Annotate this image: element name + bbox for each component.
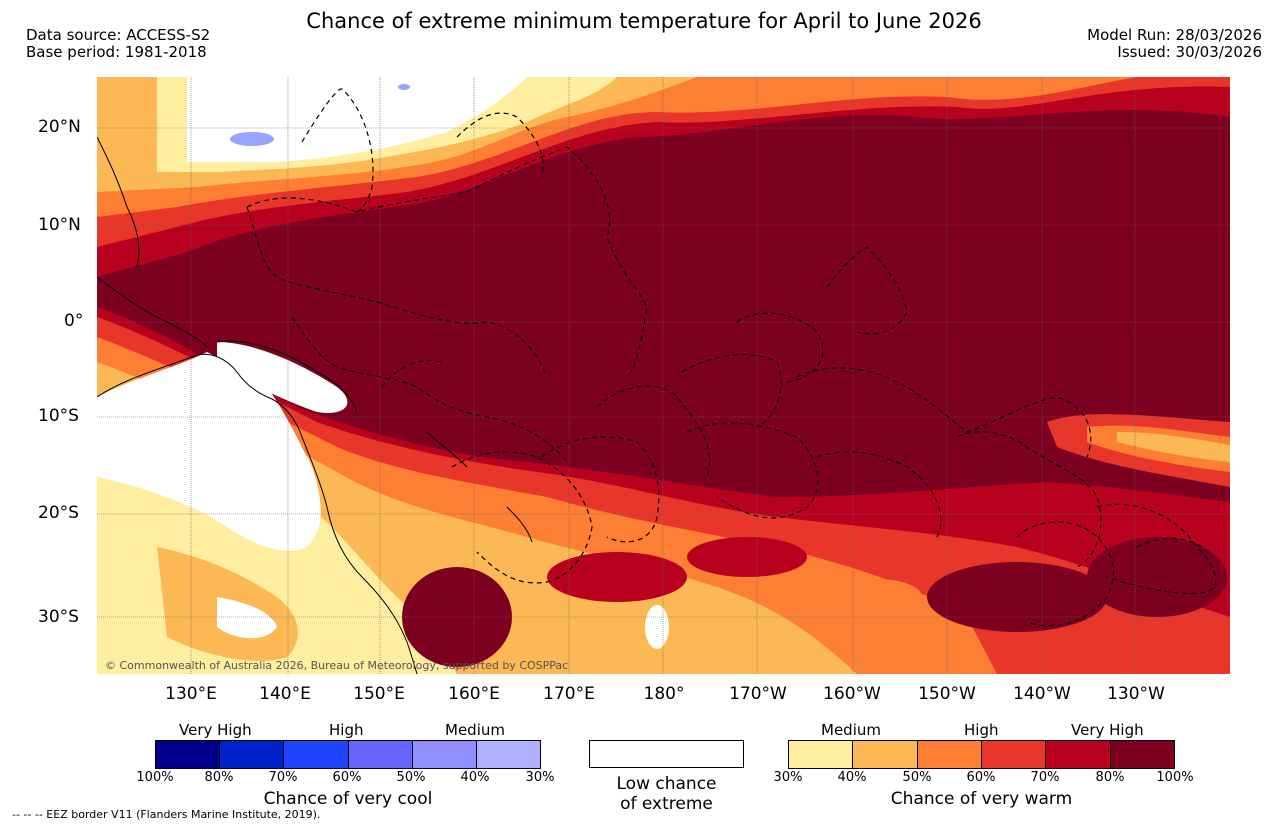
cool-swatch-4: [348, 741, 413, 768]
lat-label-20s: 20°S: [38, 503, 79, 523]
warm-cat-high: High: [964, 721, 999, 739]
issued-date: Issued: 30/03/2026: [1117, 43, 1262, 61]
low-chance-label-line2: of extreme: [620, 794, 713, 814]
cool-tick: 70%: [268, 770, 298, 785]
cool-colorbar: [155, 740, 542, 769]
lon-label-130w: 130°W: [1107, 684, 1165, 704]
lon-label-140e: 140°E: [259, 684, 311, 704]
warm-swatch-1: [788, 741, 854, 768]
lon-label-160w: 160°W: [823, 684, 881, 704]
lon-label-170w: 170°W: [729, 684, 787, 704]
cool-cat-medium: Medium: [445, 721, 505, 739]
lon-label-170e: 170°E: [543, 684, 595, 704]
lat-label-0: 0°: [64, 311, 84, 331]
cool-swatch-1: [155, 741, 221, 768]
lon-label-150w: 150°W: [918, 684, 976, 704]
eez-note: -- -- -- EEZ border V11 (Flanders Marine…: [12, 808, 321, 821]
low-chance-label-line1: Low chance: [616, 774, 717, 794]
warm-tick: 80%: [1095, 770, 1125, 785]
south-dark-patch-3: [687, 537, 807, 577]
new-guinea-white: [217, 342, 348, 413]
cool-swatch-3: [284, 741, 349, 768]
lon-label-150e: 150°E: [353, 684, 405, 704]
cool-tick: 80%: [204, 770, 234, 785]
cool-swatch-5: [412, 741, 477, 768]
warm-swatch-3: [917, 741, 982, 768]
warm-tick: 100%: [1156, 770, 1194, 785]
lat-label-10s: 10°S: [38, 406, 79, 426]
model-run: Model Run: 28/03/2026: [1087, 26, 1262, 44]
cool-patch-small: [398, 84, 410, 90]
copyright-notice: © Commonwealth of Australia 2026, Bureau…: [105, 659, 569, 672]
australia-white-south: [217, 597, 277, 639]
warm-tick: 60%: [966, 770, 996, 785]
data-source: Data source: ACCESS-S2: [26, 26, 211, 44]
south-light-patch-2: [832, 579, 922, 615]
cool-tick: 100%: [136, 770, 174, 785]
lon-label-180: 180°: [643, 684, 685, 704]
cool-patch: [230, 132, 274, 146]
lon-label-130e: 130°E: [165, 684, 217, 704]
south-dark-patch-2: [547, 552, 687, 602]
cool-cat-high: High: [329, 721, 364, 739]
graticule: [97, 77, 1230, 674]
cool-legend-label: Chance of very cool: [263, 789, 433, 809]
forecast-map[interactable]: [97, 77, 1230, 674]
warm-tick: 70%: [1030, 770, 1060, 785]
lon-label-140w: 140°W: [1013, 684, 1071, 704]
warm-cat-medium: Medium: [821, 721, 881, 739]
warm-swatch-2: [853, 741, 918, 768]
warm-colorbar: [788, 740, 1175, 769]
cool-tick: 40%: [460, 770, 490, 785]
low-chance-swatch: [589, 740, 744, 768]
eez-borders: [246, 88, 1217, 627]
warm-tick: 30%: [773, 770, 803, 785]
warm-swatch-5: [1046, 741, 1111, 768]
warm-swatch-6: [1110, 741, 1175, 768]
lat-label-30s: 30°S: [38, 607, 79, 627]
lat-label-10n: 10°N: [38, 215, 81, 235]
south-dark-patch-4: [927, 562, 1107, 632]
cool-tick: 60%: [332, 770, 362, 785]
cool-tick: 30%: [525, 770, 555, 785]
base-period: Base period: 1981-2018: [26, 43, 207, 61]
australia-white-region: [97, 352, 321, 551]
chart-title: Chance of extreme minimum temperature fo…: [306, 9, 982, 33]
south-white-patch: [645, 605, 669, 649]
south-dark-patch-5: [1087, 537, 1227, 617]
cool-cat-very-high: Very High: [179, 721, 252, 739]
cool-swatch-2: [220, 741, 285, 768]
warm-tick: 50%: [902, 770, 932, 785]
east-yellow-streak: [1117, 432, 1230, 462]
warm-tick: 40%: [837, 770, 867, 785]
warm-legend-label: Chance of very warm: [890, 789, 1073, 809]
cool-swatch-6: [476, 741, 542, 768]
cool-tick: 50%: [396, 770, 426, 785]
lon-label-160e: 160°E: [448, 684, 500, 704]
coastlines: [97, 136, 533, 674]
lat-label-20n: 20°N: [38, 117, 81, 137]
warm-cat-very-high: Very High: [1071, 721, 1144, 739]
warm-swatch-4: [981, 741, 1047, 768]
